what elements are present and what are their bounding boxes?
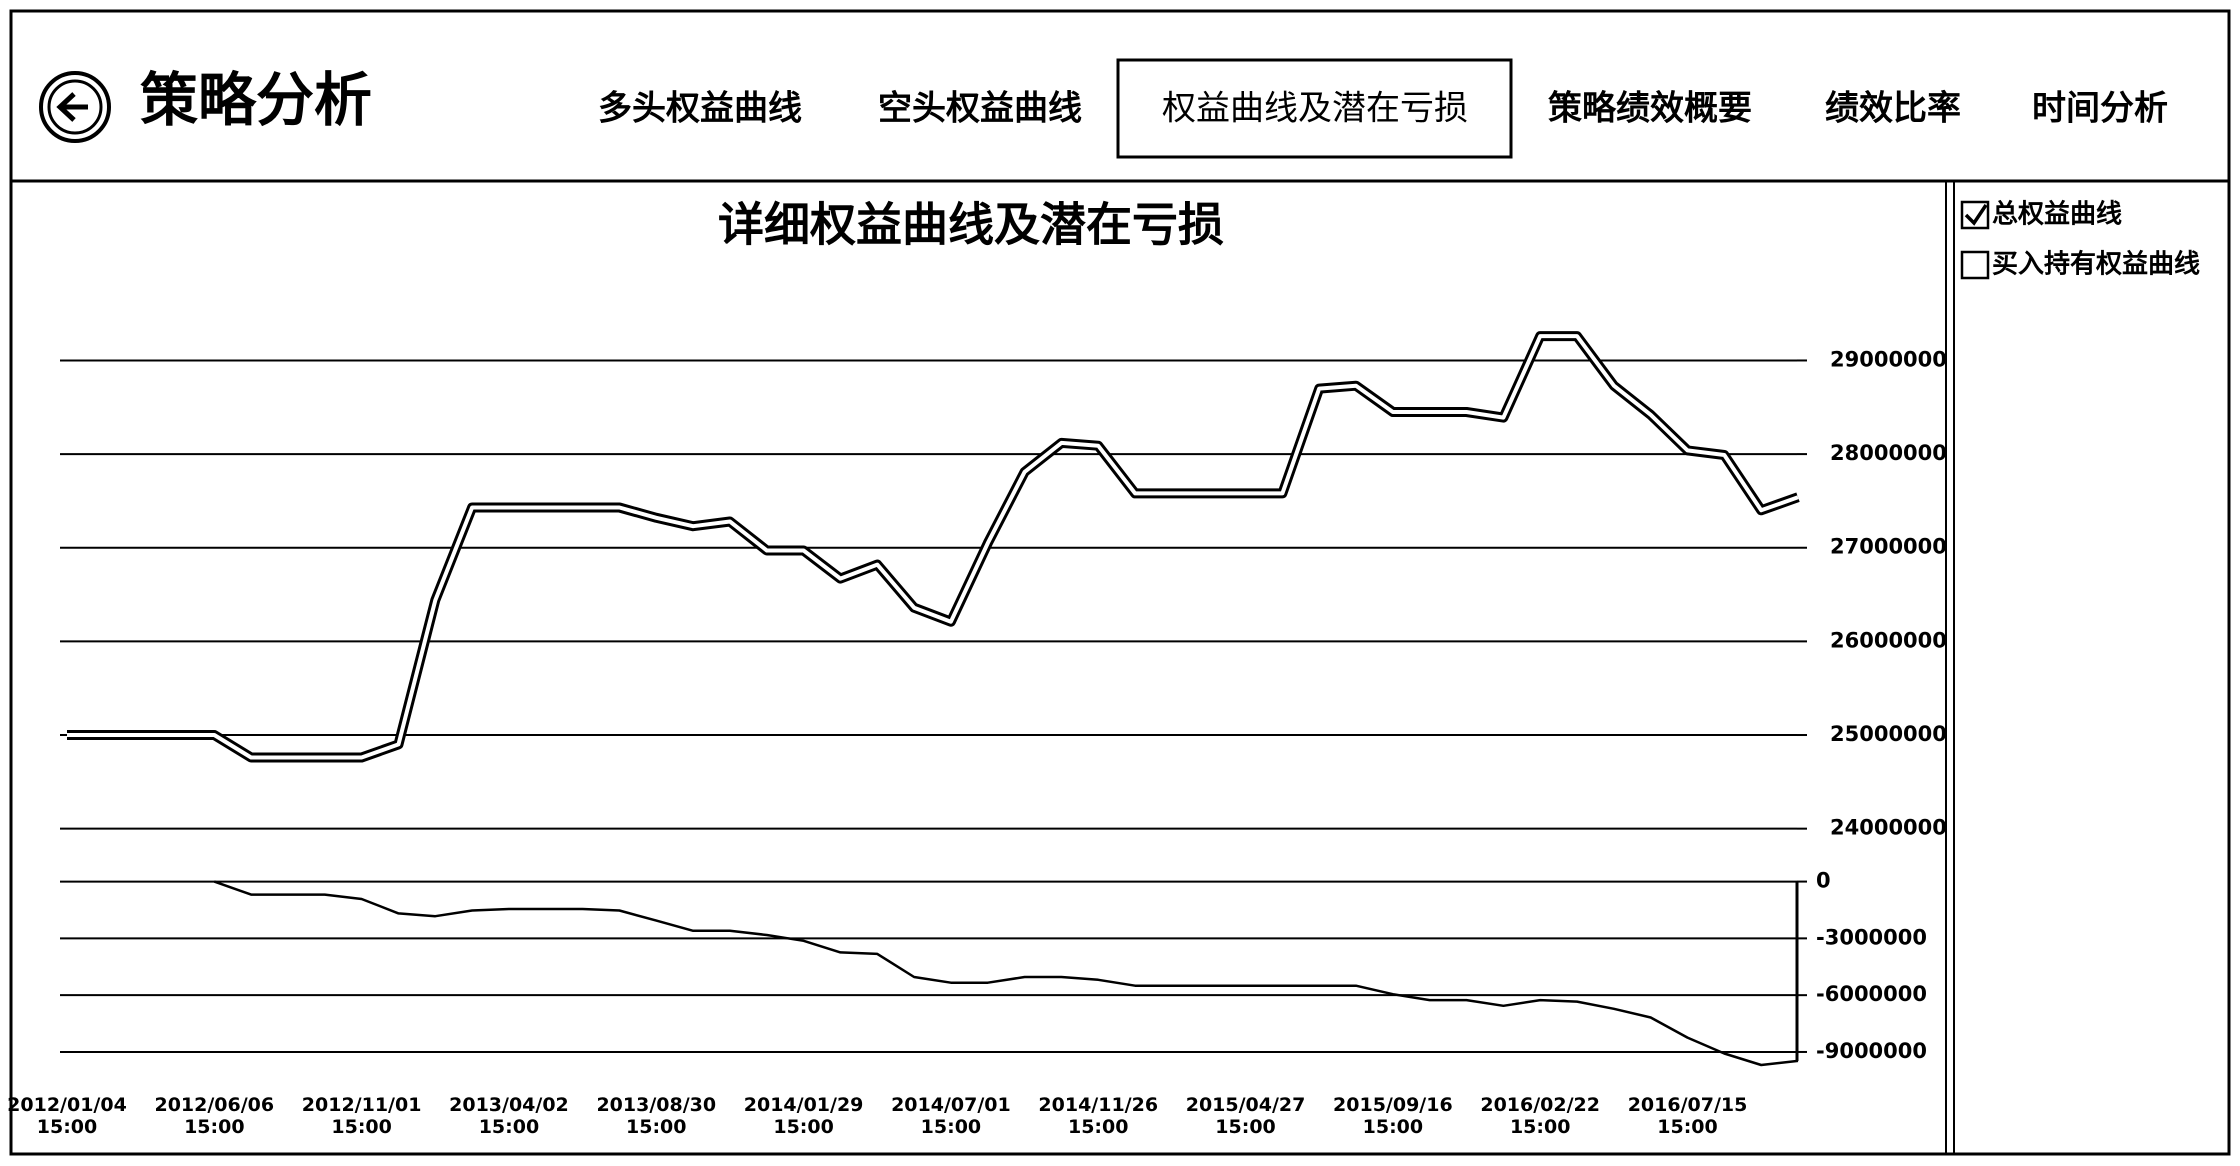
window-border: [9, 9, 2231, 1156]
tab-selected-box[interactable]: [1116, 58, 1513, 159]
app-title: 策略分析: [140, 66, 372, 134]
y-tick-label: 25000000: [1830, 722, 1947, 746]
y-tick-label: 0: [1816, 869, 1831, 893]
y-tick-label: 24000000: [1830, 816, 1947, 840]
y-tick-label: -6000000: [1816, 982, 1927, 1006]
y-tick-label: 28000000: [1830, 441, 1947, 465]
x-tick-label: 2014/11/26 15:00: [1038, 1094, 1159, 1138]
x-tick-label: 2013/04/02 15:00: [449, 1094, 569, 1138]
drawdown-line: [213, 880, 1799, 1067]
chart-title: 详细权益曲线及潜在亏损: [718, 198, 1224, 252]
x-tick-label: 2016/07/15 15:00: [1627, 1094, 1748, 1138]
legend-label[interactable]: 总权益曲线: [1992, 200, 2122, 230]
x-tick-label: 2014/01/29 15:00: [743, 1094, 864, 1138]
back-button[interactable]: [39, 71, 111, 143]
x-tick-label: 2014/07/01 15:00: [891, 1094, 1011, 1138]
tab[interactable]: 绩效比率: [1825, 89, 1961, 129]
y-tick-label: -9000000: [1816, 1039, 1927, 1063]
tab[interactable]: 权益曲线及潜在亏损: [1162, 89, 1468, 129]
checkbox[interactable]: [1960, 250, 1990, 280]
equity-line-highlight: [67, 334, 1799, 760]
back-icon-inner[interactable]: [47, 79, 103, 135]
tab[interactable]: 时间分析: [2032, 89, 2168, 129]
x-tick-label: 2013/08/30 15:00: [596, 1094, 717, 1138]
x-tick-label: 2012/01/04 15:00: [7, 1094, 127, 1138]
y-tick-label: -3000000: [1816, 925, 1927, 949]
x-tick-label: 2012/06/06 15:00: [154, 1094, 275, 1138]
checkbox-check[interactable]: [1964, 204, 1988, 226]
x-tick-label: 2015/09/16 15:00: [1333, 1094, 1453, 1138]
x-tick-label: 2015/04/27 15:00: [1185, 1094, 1306, 1138]
x-tick-label: 2012/11/01 15:00: [301, 1094, 422, 1138]
y-tick-label: 27000000: [1830, 535, 1947, 559]
tab[interactable]: 多头权益曲线: [598, 89, 802, 129]
legend-label[interactable]: 买入持有权益曲线: [1992, 250, 2200, 280]
back-arrow[interactable]: [56, 92, 88, 122]
x-tick-label: 2016/02/22 15:00: [1480, 1094, 1600, 1138]
y-tick-label: 26000000: [1830, 628, 1947, 652]
tab[interactable]: 策略绩效概要: [1548, 89, 1752, 129]
back-icon-outer[interactable]: [39, 71, 111, 143]
y-tick-label: 29000000: [1830, 347, 1947, 371]
tab[interactable]: 空头权益曲线: [878, 89, 1082, 129]
